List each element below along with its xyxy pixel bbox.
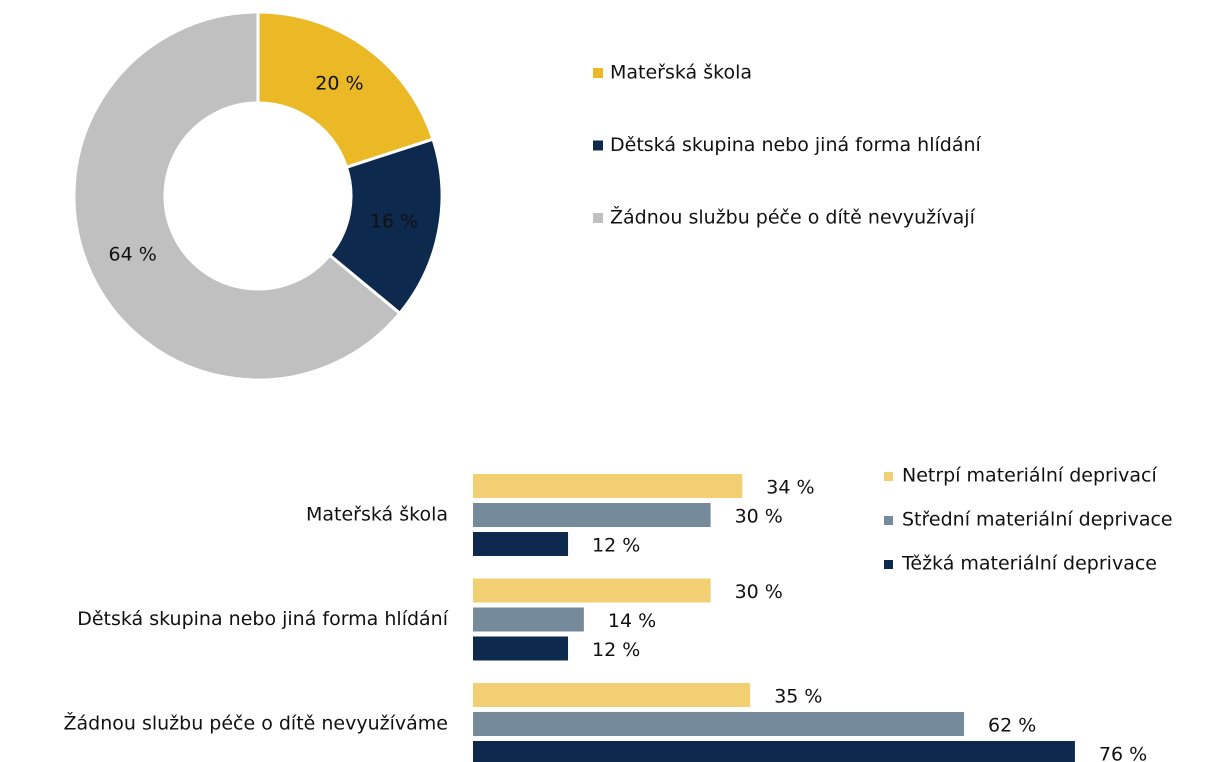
legend-label: Střední materiální deprivace <box>902 509 1173 531</box>
legend-label: Žádnou službu péče o dítě nevyužívají <box>610 206 976 229</box>
category-label: Žádnou službu péče o dítě nevyužíváme <box>63 712 448 735</box>
bar <box>473 636 569 661</box>
bar <box>473 607 584 632</box>
legend-label: Netrpí materiální deprivací <box>902 465 1157 487</box>
bar-value-label: 30 % <box>735 581 783 603</box>
legend-label: Mateřská škola <box>610 62 752 84</box>
donut-slice <box>327 137 444 316</box>
donut-slice <box>72 10 402 382</box>
legend-label: Dětská skupina nebo jiná forma hlídání <box>610 134 982 156</box>
bar <box>473 741 1075 762</box>
bar <box>473 578 711 603</box>
legend-swatch <box>884 560 893 569</box>
donut-slice <box>256 10 435 170</box>
legend-swatch <box>593 68 603 78</box>
bar-value-label: 35 % <box>774 686 822 708</box>
legend-swatch <box>593 213 603 223</box>
bar-value-label: 12 % <box>592 535 640 557</box>
bar-value-label: 76 % <box>1099 744 1147 762</box>
bar-value-label: 30 % <box>735 506 783 528</box>
category-label: Dětská skupina nebo jiná forma hlídání <box>77 608 449 630</box>
bar-value-label: 34 % <box>766 477 814 499</box>
slice-label: 16 % <box>370 210 418 232</box>
slice-label: 20 % <box>315 72 363 94</box>
slice-label: 64 % <box>109 243 157 265</box>
bar-value-label: 62 % <box>988 715 1036 737</box>
bar <box>473 683 751 707</box>
legend-swatch <box>593 140 603 151</box>
bar-value-label: 12 % <box>592 639 640 661</box>
legend-label: Těžká materiální deprivace <box>901 553 1157 575</box>
category-label: Mateřská škola <box>306 504 448 526</box>
bar <box>473 474 743 498</box>
bar <box>473 712 965 736</box>
bar <box>473 532 569 556</box>
legend-swatch <box>884 472 893 481</box>
legend-swatch <box>884 516 893 525</box>
bar <box>473 503 711 527</box>
bar-value-label: 14 % <box>608 610 656 632</box>
